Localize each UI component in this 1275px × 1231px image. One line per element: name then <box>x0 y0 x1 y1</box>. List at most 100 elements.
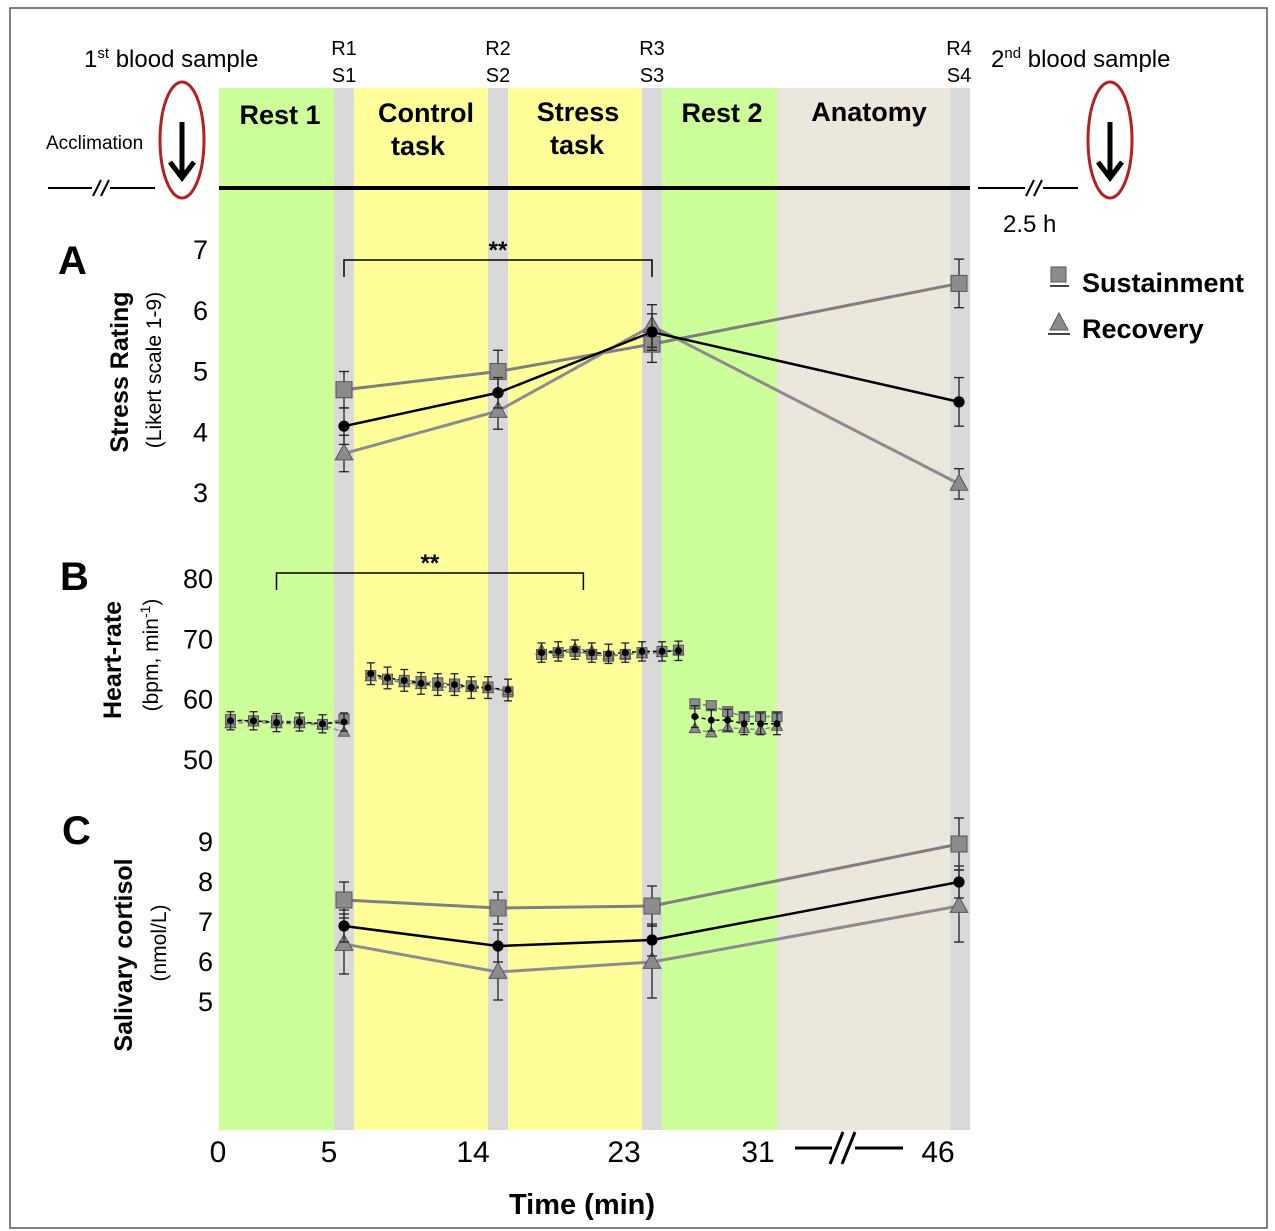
recovery-marker <box>949 895 969 913</box>
all-marker <box>367 670 375 678</box>
panel-b-ylabel: Heart-rate <box>99 601 127 719</box>
sustainment-hr-line <box>694 703 777 718</box>
significance-a-label: ** <box>489 237 508 264</box>
all-marker <box>646 326 658 338</box>
panel-letter-a: A <box>58 239 87 283</box>
all-marker <box>588 649 596 657</box>
legend-recovery-label: Recovery <box>1082 314 1204 344</box>
all-hr-line <box>230 720 345 725</box>
panel-a-ylabel-sub: (Likert scale 1-9) <box>143 292 166 448</box>
all-marker <box>467 684 475 692</box>
recovery-marker <box>949 473 969 491</box>
blood-sample-2-label: 2nd blood sample <box>991 45 1170 73</box>
down-arrow-icon <box>168 122 196 183</box>
panel-c-ylabel-sub: (nmol/L) <box>148 904 171 981</box>
all-line-panel-a <box>343 330 960 428</box>
sample-bar-1 <box>334 88 354 1130</box>
phase-stress-label-1: Stress <box>537 97 620 127</box>
x-tick-label: 31 <box>741 1136 774 1169</box>
sustainment-marker <box>643 897 661 915</box>
all-marker <box>227 717 234 725</box>
all-marker <box>953 876 965 888</box>
all-marker <box>434 681 442 689</box>
all-marker <box>571 646 579 654</box>
blood-sample-1-marker <box>158 80 206 200</box>
sustainment-marker <box>950 274 968 292</box>
significance-a-bracket <box>343 259 653 277</box>
y-tick-label: 8 <box>198 867 213 897</box>
y-tick-label: 60 <box>183 685 213 715</box>
y-tick-label: 70 <box>183 624 213 654</box>
all-marker <box>492 940 504 952</box>
sample-s1: S1 <box>332 65 356 87</box>
y-tick-label: 4 <box>193 417 208 447</box>
all-marker <box>319 720 326 728</box>
x-axis: 0 5 14 23 31 46 Time (min) <box>210 1131 955 1221</box>
recovery-hr-line <box>694 725 778 734</box>
band-rest2 <box>662 88 777 1130</box>
acclimation-label: Acclimation <box>46 133 143 154</box>
phase-labels: Rest 1 Control task Stress task Rest 2 A… <box>239 97 926 161</box>
phase-control-label-1: Control <box>378 98 474 128</box>
legend-sustainment-label: Sustainment <box>1082 268 1244 298</box>
recovery-line-panel-a <box>343 324 960 486</box>
all-marker <box>340 718 348 726</box>
band-control <box>354 88 488 1130</box>
y-tick-label: 5 <box>193 357 208 387</box>
recovery-line-panel-c <box>343 904 960 974</box>
all-marker <box>773 720 781 728</box>
panel-letter-c: C <box>62 809 91 853</box>
all-marker <box>674 647 682 655</box>
all-marker <box>250 717 257 725</box>
all-marker <box>504 686 512 694</box>
all-marker <box>554 647 562 655</box>
y-tick-label: 3 <box>193 478 208 508</box>
all-marker <box>338 920 350 932</box>
sustainment-marker <box>489 899 507 917</box>
sample-s2: S2 <box>486 65 510 87</box>
all-marker <box>400 676 408 684</box>
all-marker <box>273 719 280 727</box>
y-tick-label: 5 <box>198 987 213 1017</box>
significance-b-bracket <box>275 572 585 590</box>
panel-b-ylabel-sub: (bpm, min-1) <box>137 599 163 712</box>
phase-rest1-label: Rest 1 <box>239 100 320 130</box>
legend: Sustainment Recovery <box>1048 266 1244 344</box>
all-marker <box>492 387 504 399</box>
legend-triangle-icon <box>1048 311 1070 335</box>
all-marker <box>605 650 612 658</box>
all-marker <box>953 396 965 408</box>
all-marker <box>338 420 350 432</box>
x-axis-label: Time (min) <box>509 1189 655 1221</box>
figure-border <box>9 7 1268 1229</box>
recovery-marker <box>704 725 718 738</box>
recovery-marker <box>488 400 508 418</box>
sample-r2: R2 <box>485 38 511 60</box>
all-marker <box>451 681 458 689</box>
y-tick-label: 6 <box>198 947 213 977</box>
panel-letter-b: B <box>60 555 89 599</box>
sustainment-marker <box>950 835 968 853</box>
axis-break-icon <box>795 1131 903 1165</box>
y-tick-label: 7 <box>193 235 208 265</box>
panel-a-ylabel: Stress Rating <box>106 291 134 452</box>
significance-brackets: ** ** <box>275 237 653 590</box>
all-hr-line <box>370 672 509 691</box>
all-marker <box>707 716 715 724</box>
phase-bands <box>219 88 970 1130</box>
sample-s3: S3 <box>640 65 664 87</box>
phase-control-label-2: task <box>391 131 446 161</box>
sample-r3: R3 <box>639 38 665 60</box>
phase-anatomy-label: Anatomy <box>811 97 927 127</box>
phase-rest2-label: Rest 2 <box>681 98 762 128</box>
significance-b-label: ** <box>421 550 440 577</box>
all-marker <box>384 674 391 682</box>
sample-labels: R1 S1 R2 S2 R3 S3 R4 S4 <box>331 38 972 87</box>
x-tick-label: 46 <box>921 1136 954 1169</box>
all-marker <box>417 679 425 687</box>
sample-r4: R4 <box>946 38 972 60</box>
chart-marks <box>224 258 969 1001</box>
sample-bar-2 <box>488 88 508 1130</box>
down-arrow-icon <box>1096 122 1124 183</box>
